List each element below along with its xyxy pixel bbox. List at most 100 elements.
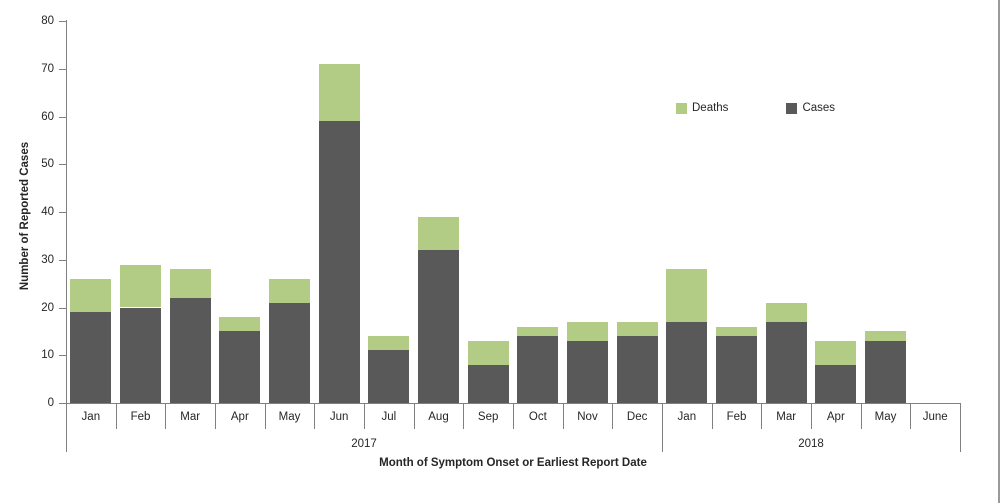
- legend-entry-cases: Cases: [786, 102, 835, 114]
- cases-swatch-icon: [786, 102, 798, 114]
- bar-cases-mar-2: [169, 297, 211, 403]
- bar-cases-oct-9: [517, 336, 559, 403]
- month-label-3: Apr: [230, 411, 249, 423]
- legend-label-cases: Cases: [802, 102, 836, 114]
- y-tick-mark: [59, 164, 66, 166]
- bar-deaths-apr-3: [219, 317, 261, 332]
- bar-deaths-jul-6: [368, 336, 410, 351]
- bar-deaths-dec-11: [616, 321, 658, 337]
- year-divider: [960, 403, 961, 452]
- year-divider: [662, 403, 663, 452]
- bar-deaths-aug-7: [418, 216, 459, 251]
- month-label-2: Mar: [180, 411, 201, 423]
- month-label-0: Jan: [81, 411, 101, 423]
- month-tick: [761, 403, 763, 429]
- month-tick: [860, 403, 862, 429]
- y-tick-label: 10: [41, 349, 54, 362]
- month-tick: [811, 403, 812, 429]
- y-tick-label: 70: [41, 62, 54, 75]
- bar-deaths-may-16: [865, 331, 906, 341]
- y-tick-mark: [59, 259, 66, 261]
- y-tick-mark: [59, 307, 66, 309]
- bar-cases-may-16: [865, 340, 906, 403]
- bar-deaths-jun-5: [318, 63, 360, 122]
- month-tick: [264, 403, 266, 429]
- bar-cases-sep-8: [467, 364, 509, 403]
- month-label-13: Feb: [726, 411, 747, 423]
- month-tick: [711, 403, 713, 429]
- month-label-16: May: [874, 411, 897, 423]
- month-label-6: Jul: [381, 411, 397, 423]
- y-tick-label: 80: [41, 15, 54, 27]
- year-divider: [66, 403, 67, 452]
- bar-cases-aug-7: [418, 250, 459, 403]
- year-label-2017: 2017: [351, 438, 377, 450]
- month-label-7: Aug: [428, 411, 449, 423]
- month-tick: [364, 403, 365, 429]
- bar-deaths-mar-2: [169, 269, 211, 298]
- year-label-2018: 2018: [798, 438, 824, 450]
- month-tick: [314, 403, 316, 429]
- deaths-swatch-icon: [676, 102, 687, 114]
- bar-cases-feb-13: [716, 336, 757, 403]
- month-tick: [413, 403, 415, 429]
- bar-cases-apr-3: [219, 331, 261, 403]
- month-label-14: Mar: [776, 411, 797, 423]
- y-tick-mark: [59, 212, 66, 213]
- bar-cases-feb-1: [120, 307, 161, 403]
- y-tick-label: 50: [41, 158, 54, 171]
- month-tick: [215, 403, 216, 429]
- bar-deaths-oct-9: [517, 326, 559, 337]
- legend-entry-deaths: Deaths: [676, 102, 728, 114]
- bar-cases-dec-11: [616, 336, 658, 403]
- month-tick: [562, 403, 564, 429]
- bar-cases-mar-14: [765, 321, 807, 403]
- bar-deaths-mar-14: [765, 302, 807, 322]
- x-axis-title: Month of Symptom Onset or Earliest Repor…: [379, 457, 647, 469]
- month-label-11: Dec: [626, 411, 648, 423]
- month-label-4: May: [278, 411, 301, 423]
- month-label-9: Oct: [528, 411, 547, 423]
- y-tick-mark: [59, 116, 66, 118]
- bar-cases-jan-12: [666, 321, 708, 403]
- month-tick: [463, 403, 465, 429]
- y-tick-label: 60: [41, 110, 54, 123]
- month-label-1: Feb: [130, 411, 151, 423]
- y-tick-label: 40: [41, 206, 54, 218]
- legend-label-deaths: Deaths: [692, 102, 729, 114]
- bar-cases-apr-15: [815, 364, 857, 403]
- y-tick-label: 20: [41, 301, 54, 314]
- month-tick: [513, 403, 514, 429]
- bar-cases-may-4: [269, 302, 310, 403]
- bar-cases-jan-0: [70, 312, 112, 403]
- month-tick: [115, 403, 117, 429]
- bar-deaths-jan-0: [70, 278, 112, 313]
- bar-deaths-jan-12: [666, 269, 708, 322]
- bar-cases-jul-6: [368, 350, 410, 403]
- month-label-5: Jun: [329, 411, 349, 423]
- bar-deaths-apr-15: [815, 340, 857, 365]
- month-label-17: June: [922, 411, 948, 423]
- bar-deaths-feb-1: [120, 264, 161, 308]
- legend: Deaths Cases: [676, 102, 835, 114]
- y-tick-mark: [59, 355, 66, 357]
- month-tick: [612, 403, 614, 429]
- y-tick-label: 30: [41, 253, 54, 266]
- y-tick-mark: [59, 68, 66, 70]
- month-label-10: Nov: [577, 411, 598, 423]
- bar-cases-nov-10: [567, 340, 608, 403]
- month-tick: [165, 403, 167, 429]
- bar-deaths-may-4: [269, 278, 310, 303]
- bar-deaths-sep-8: [467, 340, 509, 365]
- month-label-8: Sep: [477, 411, 499, 423]
- bar-deaths-feb-13: [716, 326, 757, 337]
- y-tick-mark: [59, 21, 66, 22]
- month-label-12: Jan: [677, 411, 697, 423]
- bar-deaths-nov-10: [567, 321, 608, 341]
- month-tick: [910, 403, 912, 429]
- month-label-15: Apr: [826, 411, 845, 423]
- y-axis-line: [66, 20, 67, 404]
- y-tick-label: 0: [47, 397, 54, 409]
- bar-cases-jun-5: [318, 121, 360, 403]
